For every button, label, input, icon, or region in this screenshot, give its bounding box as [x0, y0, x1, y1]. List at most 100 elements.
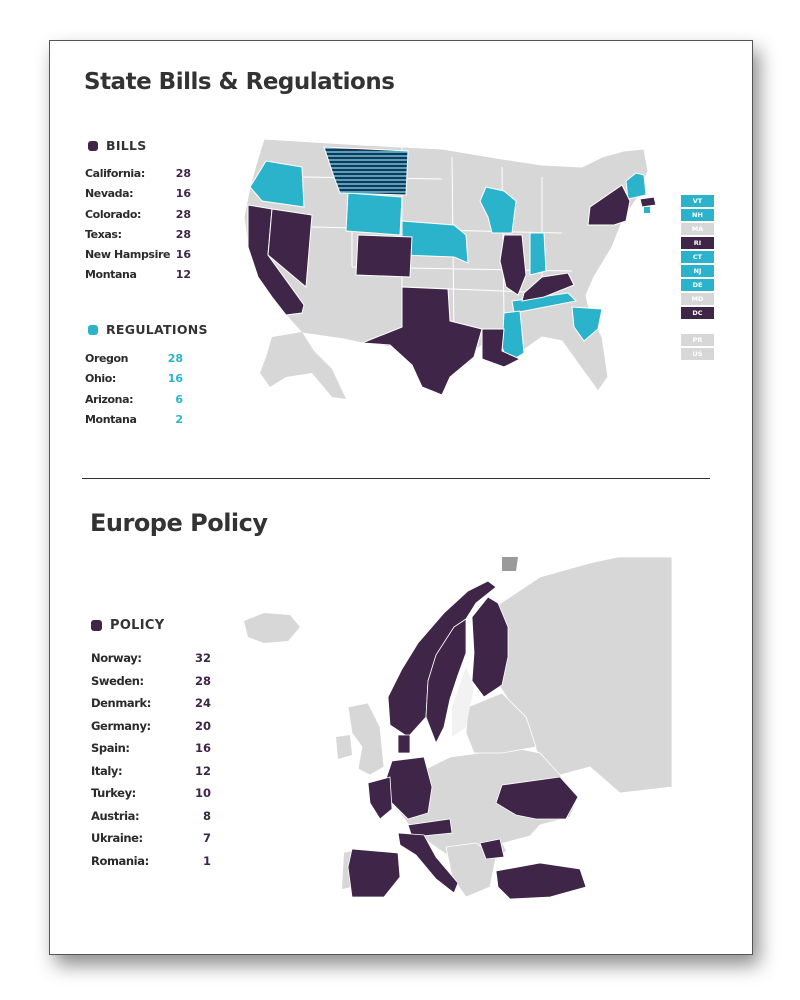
country-turkey: [495, 862, 587, 900]
legend-row-value: 28: [194, 673, 211, 688]
small-state-box: DC: [681, 307, 714, 319]
state-indiana: [529, 232, 547, 276]
country-austria: [407, 818, 453, 838]
state-texas: [361, 286, 483, 396]
legend-row: Romania: 1: [91, 854, 213, 877]
legend-row-value: 16: [167, 372, 183, 386]
state-oregon: [249, 160, 305, 208]
alaska-shape: [260, 332, 346, 399]
belarus-baltics-shape: [465, 692, 537, 754]
us-section-title: State Bills & Regulations: [84, 69, 395, 95]
legend-row: Nevada: 16: [85, 187, 197, 207]
legend-row-name: Sweden:: [91, 673, 144, 688]
legend-row-value: 6: [175, 392, 183, 406]
legend-row-value: 28: [167, 352, 183, 365]
state-massachusetts: [639, 196, 657, 208]
legend-row: Sweden: 28: [91, 674, 213, 697]
country-benelux-france-area: [367, 776, 393, 820]
state-illinois: [499, 234, 527, 296]
legend-row-value: 32: [194, 651, 211, 665]
country-sweden: [425, 618, 467, 744]
policy-list: Norway: 32 Sweden: 28 Denmark: 24 Germany: 20 Sp…: [91, 651, 213, 876]
policy-color-swatch: [91, 620, 102, 631]
state-tennessee: [511, 292, 578, 314]
state-montana: [323, 146, 409, 196]
legend-row: Germany: 20: [91, 719, 213, 742]
state-nevada: [267, 208, 313, 289]
legend-row-value: 10: [194, 786, 211, 800]
state-louisiana: [481, 328, 522, 368]
legend-row-name: New Hampsire: [85, 248, 171, 262]
legend-row-value: 12: [175, 268, 191, 282]
small-state-box: DE: [681, 279, 714, 291]
legend-row-name: Montana: [85, 268, 137, 282]
ireland-shape: [336, 735, 352, 759]
policy-legend-label: POLICY: [110, 618, 165, 633]
bills-list: California: 28 Nevada: 16 Colorado: 28 Texas: 2…: [85, 167, 197, 289]
country-denmark: [397, 734, 411, 754]
policy-legend-header: POLICY: [91, 618, 164, 633]
country-germany: [385, 756, 433, 820]
legend-row-value: 8: [202, 808, 211, 823]
legend-row-name: Norway:: [91, 651, 142, 665]
legend-row-value: 12: [194, 763, 211, 778]
legend-row-name: Texas:: [85, 227, 122, 241]
svalbard-shape: [502, 557, 518, 571]
russia-shape: [479, 557, 672, 794]
legend-row: Colorado: 28: [85, 208, 197, 228]
country-spain: [347, 848, 401, 898]
legend-row-name: Oregon: [85, 352, 129, 365]
legend-row-value: 28: [175, 227, 191, 241]
legend-row-name: Nevada:: [85, 187, 134, 201]
legend-row: Austria: 8: [91, 809, 213, 832]
legend-row-value: 16: [175, 248, 191, 262]
state-wyoming: [345, 192, 403, 236]
small-state-box: NH: [681, 209, 714, 221]
regulations-list: Oregon 28 Ohio: 16 Arizona: 6 Montana 2: [85, 352, 197, 433]
legend-row: Ukraine: 7: [91, 831, 213, 854]
state-wisconsin: [479, 186, 517, 234]
regulations-legend-label: REGULATIONS: [106, 322, 208, 337]
state-ct-ri-area: [644, 207, 650, 213]
legend-row-name: Turkey:: [91, 786, 136, 800]
legend-row-name: Austria:: [91, 808, 140, 823]
legend-row: New Hampsire 16: [85, 248, 197, 268]
europe-map: [244, 557, 672, 900]
small-state-box: NJ: [681, 265, 714, 277]
legend-row-value: 2: [175, 412, 183, 426]
legend-row: Montana 12: [85, 268, 197, 288]
state-colorado: [355, 234, 413, 278]
regulations-legend-header: REGULATIONS: [88, 322, 208, 337]
legend-row: Norway: 32: [91, 651, 213, 674]
legend-row: Ohio: 16: [85, 372, 197, 392]
us-states-map: [243, 138, 657, 399]
legend-row-name: Ukraine:: [91, 831, 143, 845]
iceland-shape: [244, 613, 300, 643]
legend-row-name: Germany:: [91, 718, 151, 733]
legend-row-value: 28: [175, 167, 191, 180]
legend-row-name: Spain:: [91, 741, 130, 755]
small-state-box: US: [681, 348, 714, 360]
legend-row-name: Romania:: [91, 853, 149, 868]
legend-row-name: California:: [85, 167, 145, 180]
legend-row: Denmark: 24: [91, 696, 213, 719]
small-state-box: RI: [681, 237, 714, 249]
uk-shape: [347, 702, 385, 776]
legend-row: Arizona: 6: [85, 393, 197, 413]
small-state-box: MA: [681, 223, 714, 235]
regulations-color-swatch: [88, 324, 98, 335]
bills-legend-header: BILLS: [88, 138, 147, 153]
state-kentucky: [521, 272, 575, 302]
country-ukraine: [495, 776, 579, 820]
state-south-carolina: [571, 306, 603, 342]
legend-row-value: 1: [202, 853, 211, 868]
report-sheet: State Bills & Regulations BILLS Californ…: [49, 40, 753, 955]
small-state-box: CT: [681, 251, 714, 263]
legend-row-name: Colorado:: [85, 207, 142, 221]
legend-row-value: 24: [194, 696, 211, 710]
legend-row-name: Italy:: [91, 763, 123, 778]
legend-row-name: Denmark:: [91, 696, 151, 710]
small-state-box: PR: [681, 334, 714, 346]
bills-legend-label: BILLS: [106, 138, 147, 153]
country-italy: [397, 832, 459, 894]
